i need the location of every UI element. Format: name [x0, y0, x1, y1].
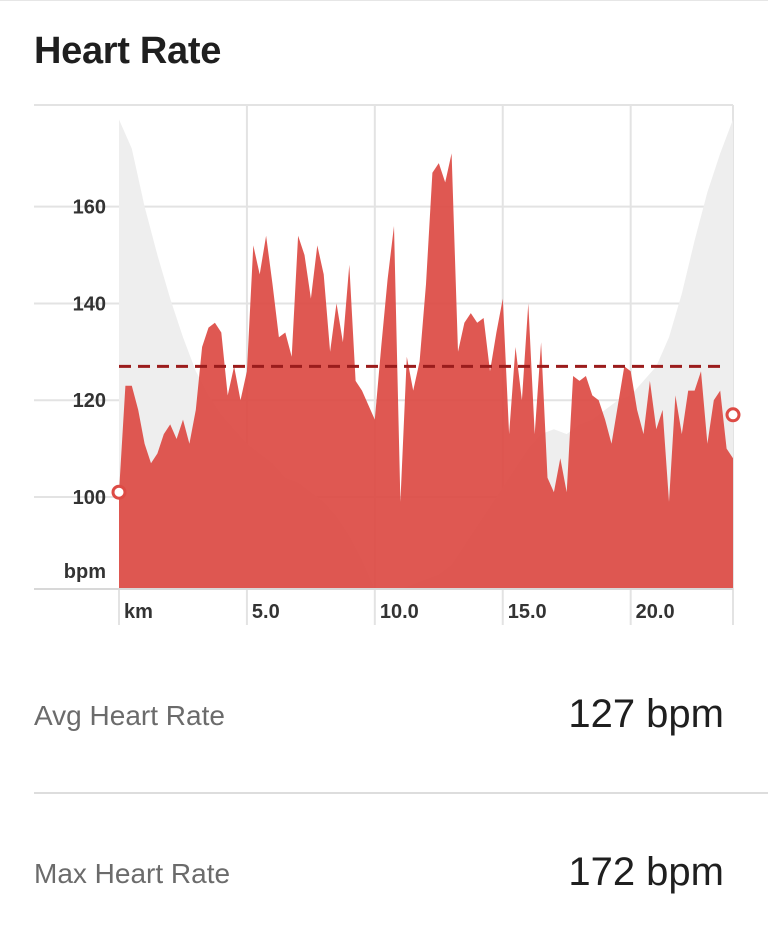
top-divider — [0, 0, 768, 1]
y-unit-label: bpm — [64, 561, 106, 583]
y-tick-label-120: 120 — [73, 390, 106, 412]
max-heart-rate-value: 172 bpm — [568, 850, 724, 894]
heart-rate-area — [119, 153, 733, 589]
page-title: Heart Rate — [34, 30, 222, 72]
stat-row-avg: Avg Heart Rate 127 bpm — [34, 692, 724, 760]
end-marker — [725, 407, 741, 423]
x-tick-label-5.0: 5.0 — [252, 601, 280, 623]
avg-heart-rate-label: Avg Heart Rate — [34, 700, 225, 731]
avg-heart-rate-value: 127 bpm — [568, 692, 724, 736]
x-tick-label-10.0: 10.0 — [380, 601, 419, 623]
start-marker — [111, 484, 127, 500]
x-tick-label-20.0: 20.0 — [636, 601, 675, 623]
x-tick-label-15.0: 15.0 — [508, 601, 547, 623]
max-heart-rate-label: Max Heart Rate — [34, 858, 231, 889]
stat-row-max: Max Heart Rate 172 bpm — [34, 850, 724, 918]
y-tick-label-140: 140 — [73, 293, 106, 315]
y-tick-label-100: 100 — [73, 487, 106, 509]
stats-divider — [34, 792, 768, 794]
y-tick-label-160: 160 — [73, 197, 106, 219]
x-unit-label: km — [124, 601, 153, 623]
